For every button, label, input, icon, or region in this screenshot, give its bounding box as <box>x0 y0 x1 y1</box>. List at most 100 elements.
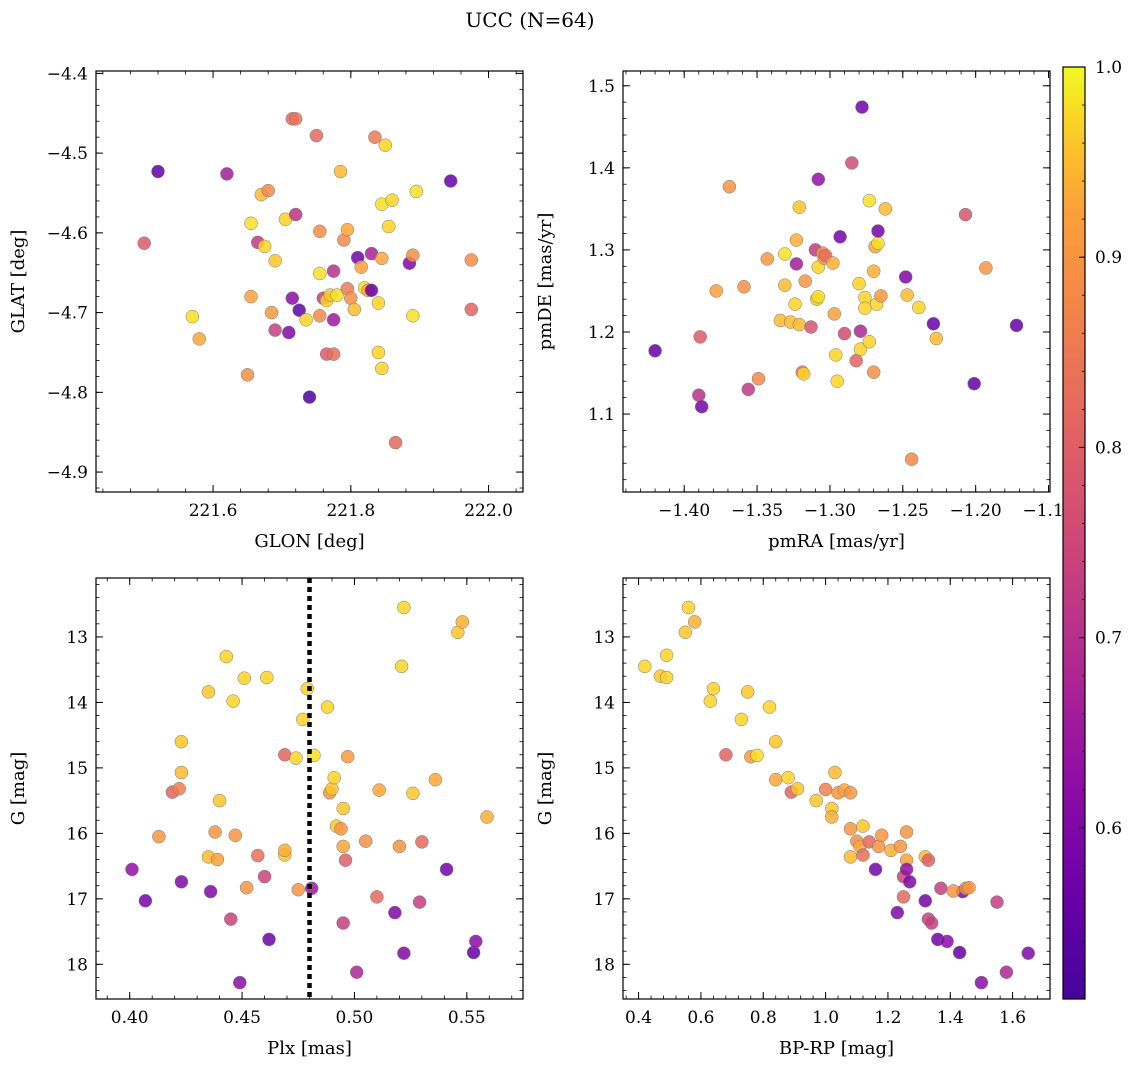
data-points <box>648 100 1024 466</box>
data-point <box>741 382 756 397</box>
data-point <box>638 659 652 674</box>
data-point <box>261 183 275 198</box>
y-tick-label: −4.6 <box>47 224 88 244</box>
x-tick-label: 0.55 <box>448 1008 486 1028</box>
figure-title: UCC (N=64) <box>465 8 594 32</box>
data-point <box>326 264 341 278</box>
x-tick-label: 0.4 <box>625 1008 652 1028</box>
data-point <box>648 344 662 358</box>
data-point <box>237 671 252 685</box>
data-point <box>778 278 792 292</box>
data-point <box>313 266 327 281</box>
data-point <box>388 435 403 450</box>
data-point <box>789 233 804 247</box>
axes-frame <box>95 70 524 493</box>
y-tick-label: −4.8 <box>47 383 88 403</box>
data-point <box>874 828 889 843</box>
data-point <box>152 829 166 844</box>
data-point <box>962 880 976 895</box>
data-point <box>268 254 282 268</box>
data-point <box>762 700 777 714</box>
colorbar-tick-label: 0.8 <box>1095 438 1122 458</box>
y-axis-label: pmDE [mas/yr] <box>535 213 556 351</box>
y-axis-label: GLAT [deg] <box>8 230 29 334</box>
data-point <box>397 600 411 615</box>
data-point <box>874 289 888 303</box>
data-point <box>203 884 218 899</box>
data-point <box>858 301 872 315</box>
data-point <box>940 934 954 949</box>
data-point <box>855 100 869 114</box>
data-point <box>334 822 348 836</box>
x-tick-label: −1.20 <box>950 501 1002 521</box>
data-point <box>336 916 350 930</box>
data-point <box>833 230 847 244</box>
data-point <box>371 345 386 360</box>
colorbar-tick-label: 1.0 <box>1095 58 1122 78</box>
data-point <box>392 839 407 854</box>
x-tick-label: −1.40 <box>658 501 710 521</box>
data-point <box>709 284 724 298</box>
data-point <box>694 399 709 414</box>
data-point <box>856 848 870 862</box>
data-point <box>260 670 274 685</box>
x-tick-label: 0.50 <box>336 1008 374 1028</box>
x-tick-label: 221.8 <box>326 501 375 521</box>
y-tick-label: 13 <box>66 628 88 648</box>
data-point <box>866 264 881 278</box>
data-point <box>830 374 844 388</box>
colorbar: 0.6 0.7 0.8 0.9 1.0 <box>1062 58 1122 1000</box>
data-point <box>852 276 866 291</box>
data-point <box>974 975 989 990</box>
data-point <box>174 875 189 889</box>
data-point <box>904 452 919 466</box>
data-point <box>843 786 858 800</box>
data-point <box>439 862 454 877</box>
data-point <box>226 694 240 708</box>
data-point <box>979 261 993 275</box>
panel-pmra-pmde: −1.40 −1.35 −1.30 −1.25 −1.20 −1.15 1.1 1.2 1.3 1… <box>535 70 1075 552</box>
y-tick-label: 1.4 <box>588 159 615 179</box>
data-point <box>340 222 355 237</box>
data-point <box>347 302 362 317</box>
data-point <box>768 772 783 787</box>
data-point <box>734 712 749 727</box>
data-point <box>336 839 350 854</box>
data-point <box>1021 946 1035 960</box>
data-point <box>313 309 327 323</box>
y-tick-label: 16 <box>66 824 88 844</box>
y-axis-label: G [mag] <box>8 752 29 825</box>
data-point <box>372 783 386 797</box>
x-tick-label: −1.25 <box>877 501 929 521</box>
data-point <box>364 283 379 298</box>
y-tick-label: 1.3 <box>588 241 615 261</box>
axes-frame <box>622 70 1051 493</box>
x-tick-label: 0.6 <box>687 1008 714 1028</box>
data-point <box>781 770 795 785</box>
data-point <box>999 965 1014 979</box>
data-point <box>890 905 905 920</box>
data-point <box>257 869 272 884</box>
data-point <box>174 734 189 749</box>
data-point <box>340 749 355 764</box>
data-point <box>871 236 885 251</box>
data-point <box>868 862 883 877</box>
data-point <box>289 751 303 765</box>
data-point <box>853 342 868 356</box>
data-point <box>837 326 852 341</box>
data-point <box>375 251 389 266</box>
data-point <box>336 801 350 816</box>
x-axis-label: pmRA [mas/yr] <box>768 531 905 552</box>
data-point <box>921 853 936 867</box>
data-point <box>811 172 826 187</box>
x-axis-label: BP-RP [mag] <box>779 1038 894 1059</box>
data-point <box>288 112 303 126</box>
data-point <box>703 694 718 708</box>
y-tick-label: 1.1 <box>588 405 615 425</box>
y-tick-label: 13 <box>593 628 615 648</box>
colorbar-tick-label: 0.7 <box>1095 629 1122 649</box>
data-point <box>244 216 258 231</box>
data-point <box>798 274 812 288</box>
y-tick-label: 1.2 <box>588 323 615 343</box>
